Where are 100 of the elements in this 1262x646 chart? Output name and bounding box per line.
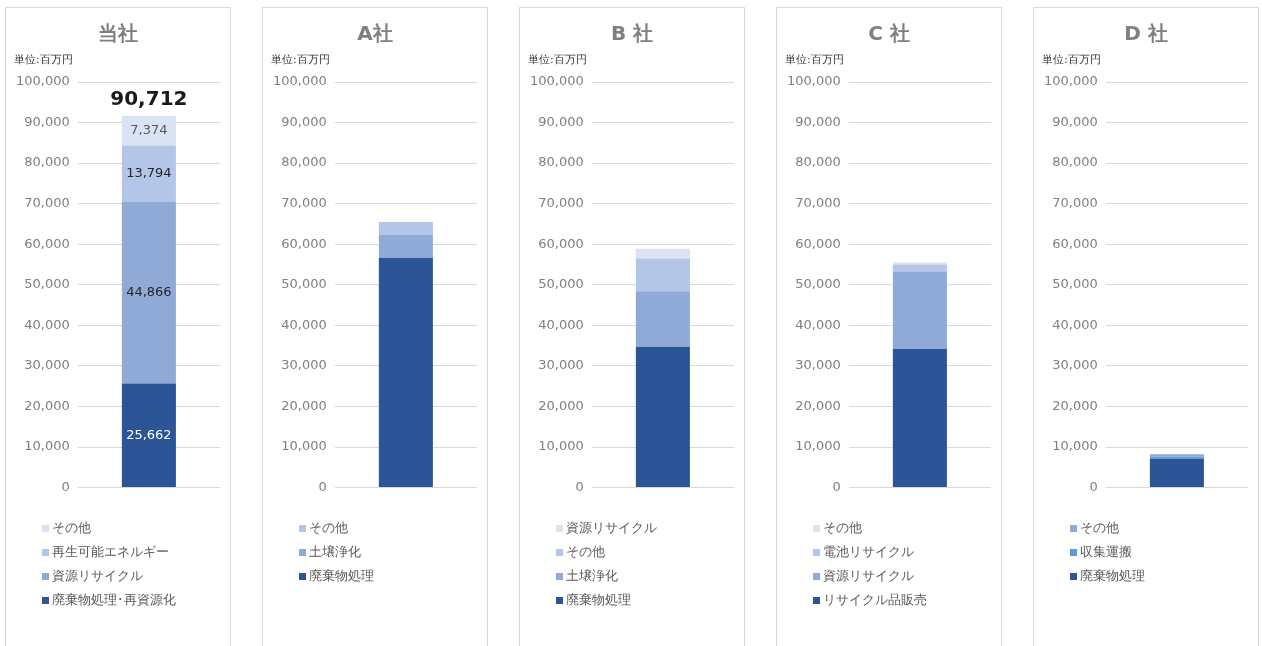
annotation: 90,712 bbox=[110, 85, 188, 110]
y-tick-label: 70,000 bbox=[24, 195, 70, 211]
legend-label: その他 bbox=[52, 519, 91, 537]
y-tick-label: 40,000 bbox=[1052, 316, 1098, 332]
data-label: 44,866 bbox=[126, 283, 172, 299]
bar bbox=[378, 234, 433, 258]
y-tick-label: 10,000 bbox=[1052, 438, 1098, 454]
legend-label: 資源リサイクル bbox=[566, 519, 657, 537]
bar bbox=[892, 271, 947, 349]
y-tick-label: 90,000 bbox=[538, 113, 584, 129]
chart-title: C 社 bbox=[867, 20, 911, 47]
y-tick-label: 0 bbox=[1089, 478, 1098, 494]
y-tick-label: 100,000 bbox=[1043, 73, 1098, 89]
y-tick-label: 90,000 bbox=[24, 113, 70, 129]
y-tick-label: 80,000 bbox=[281, 154, 327, 170]
legend-label: 資源リサイクル bbox=[52, 567, 143, 585]
y-tick-label: 60,000 bbox=[795, 235, 841, 251]
y-tick-label: 10,000 bbox=[24, 438, 70, 454]
y-tick-label: 70,000 bbox=[795, 195, 841, 211]
chart-title: D 社 bbox=[1123, 20, 1169, 47]
y-tick-label: 30,000 bbox=[538, 357, 584, 373]
bar bbox=[635, 248, 690, 259]
bar bbox=[892, 262, 947, 265]
bar bbox=[378, 221, 433, 235]
y-tick-label: 20,000 bbox=[1052, 397, 1098, 413]
bar bbox=[121, 145, 176, 202]
y-tick-label: 0 bbox=[318, 478, 327, 494]
legend-label: その他 bbox=[566, 543, 605, 561]
legend-label: その他 bbox=[1080, 519, 1119, 537]
legend-label: その他 bbox=[309, 519, 348, 537]
bar bbox=[635, 258, 690, 292]
y-tick-label: 20,000 bbox=[24, 397, 70, 413]
y-axis-title: 単位:百万円 bbox=[271, 52, 330, 67]
y-tick-label: 70,000 bbox=[1052, 195, 1098, 211]
y-tick-label: 70,000 bbox=[281, 195, 327, 211]
legend-label: 土壌浄化 bbox=[309, 543, 361, 561]
y-tick-label: 50,000 bbox=[795, 276, 841, 292]
y-tick-label: 20,000 bbox=[795, 397, 841, 413]
data-label: 7,374 bbox=[130, 122, 168, 138]
y-tick-label: 10,000 bbox=[538, 438, 584, 454]
bar bbox=[121, 383, 176, 488]
legend-label: 廃棄物処理 bbox=[1080, 567, 1145, 585]
y-tick-label: 60,000 bbox=[538, 235, 584, 251]
y-tick-label: 30,000 bbox=[281, 357, 327, 373]
y-tick-label: 0 bbox=[575, 478, 584, 494]
y-tick-label: 90,000 bbox=[1052, 113, 1098, 129]
legend-label: 土壌浄化 bbox=[566, 567, 618, 585]
legend-label: 電池リサイクル bbox=[823, 543, 914, 561]
y-axis-title: 単位:百万円 bbox=[528, 52, 587, 67]
y-axis-title: 単位:百万円 bbox=[1042, 52, 1101, 67]
legend-label: 収集運搬 bbox=[1080, 543, 1132, 561]
y-tick-label: 60,000 bbox=[281, 235, 327, 251]
y-tick-label: 0 bbox=[832, 478, 841, 494]
chart-title: 当社 bbox=[97, 20, 139, 47]
bar bbox=[121, 201, 176, 384]
chart-title: A社 bbox=[356, 20, 394, 47]
y-tick-label: 90,000 bbox=[795, 113, 841, 129]
legend-label: 廃棄物処理･再資源化 bbox=[52, 591, 176, 609]
y-tick-label: 50,000 bbox=[538, 276, 584, 292]
y-tick-label: 100,000 bbox=[529, 73, 584, 89]
y-tick-label: 0 bbox=[61, 478, 70, 494]
y-tick-label: 50,000 bbox=[281, 276, 327, 292]
legend-label: 資源リサイクル bbox=[823, 567, 914, 585]
legend-label: 再生可能エネルギー bbox=[52, 543, 169, 561]
chart-title: B 社 bbox=[609, 20, 655, 47]
bar bbox=[635, 291, 690, 347]
legend-label: その他 bbox=[823, 519, 862, 537]
y-tick-label: 100,000 bbox=[786, 73, 841, 89]
y-tick-label: 80,000 bbox=[24, 154, 70, 170]
legend-label: リサイクル品販売 bbox=[823, 591, 927, 609]
y-tick-label: 100,000 bbox=[15, 73, 70, 89]
y-tick-label: 80,000 bbox=[1052, 154, 1098, 170]
y-tick-label: 100,000 bbox=[272, 73, 327, 89]
y-tick-label: 70,000 bbox=[538, 195, 584, 211]
y-tick-label: 80,000 bbox=[538, 154, 584, 170]
legend-label: 廃棄物処理 bbox=[566, 591, 631, 609]
y-tick-label: 60,000 bbox=[24, 235, 70, 251]
bar bbox=[892, 348, 947, 488]
y-tick-label: 60,000 bbox=[1052, 235, 1098, 251]
y-tick-label: 20,000 bbox=[538, 397, 584, 413]
y-tick-label: 50,000 bbox=[1052, 276, 1098, 292]
y-tick-label: 30,000 bbox=[24, 357, 70, 373]
y-axis-title: 単位:百万円 bbox=[14, 52, 73, 67]
y-tick-label: 90,000 bbox=[281, 113, 327, 129]
y-tick-label: 80,000 bbox=[795, 154, 841, 170]
bar bbox=[635, 346, 690, 488]
y-tick-label: 50,000 bbox=[24, 276, 70, 292]
y-tick-label: 30,000 bbox=[795, 357, 841, 373]
bar bbox=[121, 115, 176, 146]
bar bbox=[378, 257, 433, 488]
y-tick-label: 10,000 bbox=[281, 438, 327, 454]
data-label: 13,794 bbox=[126, 164, 172, 180]
y-tick-label: 40,000 bbox=[538, 316, 584, 332]
data-label: 25,662 bbox=[126, 426, 172, 442]
legend-label: 廃棄物処理 bbox=[309, 567, 374, 585]
y-tick-label: 10,000 bbox=[795, 438, 841, 454]
y-tick-label: 20,000 bbox=[281, 397, 327, 413]
y-tick-label: 40,000 bbox=[281, 316, 327, 332]
y-axis-title: 単位:百万円 bbox=[785, 52, 844, 67]
y-tick-label: 40,000 bbox=[24, 316, 70, 332]
